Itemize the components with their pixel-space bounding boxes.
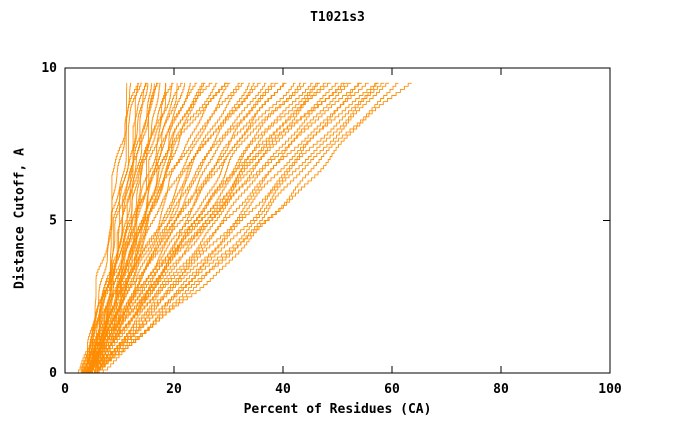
gdt-curve: [102, 82, 412, 373]
gdt-curve: [89, 82, 344, 373]
gdt-curve: [89, 82, 296, 373]
gdt-curve: [98, 82, 362, 373]
x-tick-label: 80: [493, 382, 509, 397]
x-tick-label: 100: [598, 382, 622, 397]
gdt-curve: [85, 82, 218, 373]
gdt-curve: [86, 82, 142, 373]
gdt-curve: [90, 82, 267, 373]
gdt-curve: [82, 82, 159, 373]
gdt-curve: [85, 82, 285, 373]
gdt-curve: [81, 82, 255, 373]
gdt-curve: [86, 82, 183, 373]
x-tick-label: 20: [166, 382, 182, 397]
gdt-curve: [87, 82, 261, 373]
gdt-curve: [82, 82, 213, 373]
gdt-curve: [90, 82, 319, 373]
y-tick-label: 0: [49, 366, 57, 381]
gdt-curve: [87, 82, 241, 373]
gdt-curve: [94, 82, 369, 373]
chart-title: T1021s3: [310, 10, 365, 25]
gdt-curve: [89, 82, 379, 373]
x-tick-label: 60: [384, 382, 400, 397]
x-tick-label: 0: [61, 382, 69, 397]
y-axis-label: Distance Cutoff, A: [12, 148, 28, 289]
gdt-curve: [91, 82, 352, 373]
y-tick-label: 5: [49, 214, 57, 229]
gdt-curve: [89, 82, 140, 373]
y-tick-label: 10: [41, 61, 57, 76]
gdt-curve: [83, 82, 148, 373]
x-tick-label: 40: [275, 382, 291, 397]
gdt-curve: [88, 82, 361, 373]
gdt-curve: [85, 82, 331, 373]
gdt-curve: [87, 82, 206, 373]
x-axis-label: Percent of Residues (CA): [243, 402, 432, 417]
gdt-curve: [96, 82, 204, 373]
